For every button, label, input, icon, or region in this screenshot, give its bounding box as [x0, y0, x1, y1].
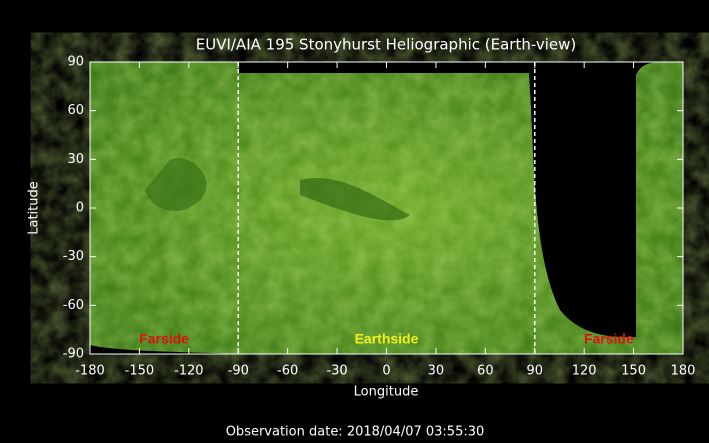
- x-tick-label: -60: [277, 364, 298, 379]
- x-axis-label: Longitude: [354, 385, 419, 400]
- chart-title: EUVI/AIA 195 Stonyhurst Heliographic (Ea…: [196, 36, 577, 54]
- region-label: Earthside: [355, 331, 419, 347]
- region-label: Farside: [584, 331, 634, 347]
- x-tick-label: 30: [428, 364, 445, 379]
- x-tick-label: -120: [174, 364, 204, 379]
- x-tick-label: 180: [671, 364, 696, 379]
- solar-map: [90, 62, 683, 354]
- region-label: Farside: [139, 331, 189, 347]
- x-tick-label: 90: [526, 364, 543, 379]
- x-tick-label: 60: [477, 364, 494, 379]
- y-tick-label: -30: [63, 249, 84, 264]
- x-tick-label: -180: [75, 364, 105, 379]
- x-tick-label: -150: [125, 364, 155, 379]
- y-tick-label: -90: [63, 347, 84, 362]
- y-tick-label: 90: [67, 55, 84, 70]
- footer: Observation date: 2018/04/07 03:55:30: [226, 425, 485, 440]
- y-tick-label: -60: [63, 298, 84, 313]
- x-tick-label: 0: [382, 364, 390, 379]
- x-tick-label: 150: [621, 364, 646, 379]
- y-tick-label: 0: [76, 201, 84, 216]
- y-tick-label: 60: [67, 103, 84, 118]
- y-tick-label: 30: [67, 152, 84, 167]
- x-tick-label: 120: [572, 364, 597, 379]
- x-tick-label: -90: [228, 364, 249, 379]
- x-tick-label: -30: [326, 364, 347, 379]
- y-axis-label: Latitude: [27, 181, 42, 235]
